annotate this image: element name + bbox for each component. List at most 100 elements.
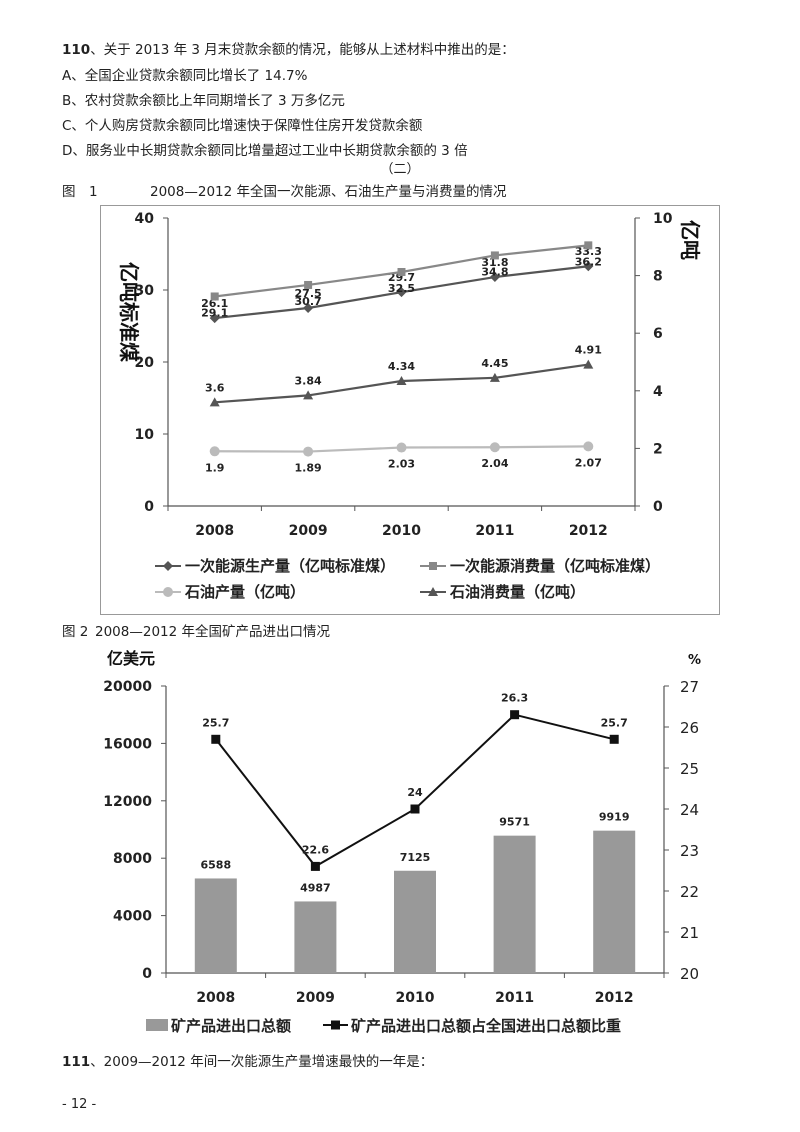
right-tick-label: 25 xyxy=(680,760,699,778)
right-tick-label: 10 xyxy=(653,211,673,227)
right-tick-label: 4 xyxy=(653,384,663,400)
right-tick-label: 27 xyxy=(680,678,699,696)
data-label: 24 xyxy=(407,786,423,799)
bar-label: 4987 xyxy=(300,881,331,894)
legend-entry: 一次能源消费量（亿吨标准煤） xyxy=(450,557,660,575)
left-axis-label: 亿美元 xyxy=(107,649,155,668)
data-point xyxy=(489,272,500,283)
data-label: 2.03 xyxy=(388,458,415,471)
left-tick-label: 20000 xyxy=(103,679,152,695)
data-point xyxy=(211,734,221,744)
q110-number: 110 xyxy=(62,42,91,58)
right-tick-label: 26 xyxy=(680,719,699,737)
data-point xyxy=(410,804,420,814)
data-point xyxy=(584,241,593,250)
legend-entry: 矿产品进出口总额 xyxy=(171,1017,291,1035)
left-tick-label: 20 xyxy=(135,355,155,371)
legend-marker xyxy=(163,561,173,571)
legend-entry: 石油消费量（亿吨） xyxy=(449,583,585,601)
data-label: 22.6 xyxy=(302,843,329,856)
data-label: 36.2 xyxy=(575,255,602,268)
legend-marker xyxy=(163,587,173,597)
q110-option-d: D、服务业中长期贷款余额同比增量超过工业中长期贷款余额的 3 倍 xyxy=(62,143,468,159)
legend-marker xyxy=(428,587,438,596)
legend-marker xyxy=(429,562,437,570)
data-point xyxy=(310,861,320,871)
x-tick-label: 2012 xyxy=(595,990,634,1006)
data-point xyxy=(489,442,500,453)
figure1-frame xyxy=(100,205,720,615)
data-point xyxy=(583,441,594,452)
bar-label: 9571 xyxy=(499,816,530,829)
data-label: 4.45 xyxy=(481,357,508,370)
q111-stem: 111、2009—2012 年间一次能源生产量增速最快的一年是： xyxy=(62,1052,433,1072)
data-point xyxy=(303,446,314,457)
data-point xyxy=(489,372,500,382)
right-axis-label: % xyxy=(688,653,701,668)
data-label: 32.5 xyxy=(388,282,415,295)
data-point xyxy=(583,359,594,369)
right-tick-label: 23 xyxy=(680,842,699,860)
data-label: 27.5 xyxy=(295,287,322,300)
figure2-label: 图 2 xyxy=(62,624,89,640)
figure2-chart: 亿美元 % 0 4000 8000 12000 16000 20000 20 21 22 23 24 25… xyxy=(103,649,701,1035)
right-tick-label: 6 xyxy=(653,326,663,342)
x-tick-label: 2011 xyxy=(495,990,534,1006)
figure1-chart: 0 10 20 30 40 0 2 4 6 8 10 2008 2009 2010 2011 2012 亿吨标准… xyxy=(100,205,720,615)
left-tick-label: 0 xyxy=(142,966,152,982)
right-tick-label: 2 xyxy=(653,441,663,457)
section-label: （二） xyxy=(380,162,420,177)
data-label: 25.7 xyxy=(202,716,229,729)
left-tick-label: 30 xyxy=(135,283,155,299)
data-point xyxy=(209,397,220,407)
bar xyxy=(194,878,237,973)
legend-marker xyxy=(331,1020,340,1030)
legend-entry: 石油产量（亿吨） xyxy=(184,583,305,601)
data-point xyxy=(510,710,520,720)
q110-option-c: C、个人购房贷款余额同比增速快于保障性住房开发贷款余额 xyxy=(62,118,423,134)
page-number: - 12 - xyxy=(62,1097,97,1112)
left-tick-label: 16000 xyxy=(103,736,152,752)
q110-option-b: B、农村贷款余额比上年同期增长了 3 万多亿元 xyxy=(62,93,345,109)
x-tick-label: 2010 xyxy=(396,990,435,1006)
x-tick-label: 2009 xyxy=(289,523,328,539)
bar xyxy=(294,901,337,973)
data-point xyxy=(397,268,406,276)
right-axis-label: 亿吨 xyxy=(678,220,702,260)
data-label: 33.3 xyxy=(575,245,602,258)
left-tick-label: 10 xyxy=(135,427,155,443)
right-tick-label: 8 xyxy=(653,269,663,285)
data-point xyxy=(304,280,313,289)
data-label: 3.6 xyxy=(205,381,225,394)
data-label: 30.7 xyxy=(295,295,322,308)
x-tick-label: 2008 xyxy=(195,523,234,539)
right-tick-label: 0 xyxy=(653,499,663,515)
left-tick-label: 12000 xyxy=(103,794,152,810)
bar-label: 7125 xyxy=(400,851,431,864)
data-label: 29.7 xyxy=(388,271,415,284)
data-point xyxy=(583,261,594,272)
left-axis-label: 亿吨标准煤 xyxy=(117,262,141,362)
left-tick-label: 40 xyxy=(135,211,155,227)
bar-label: 6588 xyxy=(200,858,231,871)
data-label: 1.9 xyxy=(205,461,225,474)
left-tick-label: 8000 xyxy=(113,851,152,867)
data-label: 2.07 xyxy=(575,456,602,469)
data-label: 1.89 xyxy=(295,462,322,475)
q111-number: 111 xyxy=(62,1054,91,1070)
data-label: 4.91 xyxy=(575,344,602,357)
x-tick-label: 2010 xyxy=(382,523,421,539)
right-tick-label: 20 xyxy=(680,965,699,983)
data-point xyxy=(209,446,220,457)
data-point xyxy=(609,734,619,744)
x-tick-label: 2012 xyxy=(569,523,608,539)
left-tick-label: 0 xyxy=(144,499,154,515)
q110-stem: 110、关于 2013 年 3 月末贷款余额的情况，能够从上述材料中推出的是： xyxy=(62,40,515,60)
data-point xyxy=(490,251,499,260)
x-tick-label: 2008 xyxy=(196,990,235,1006)
data-label: 3.84 xyxy=(295,374,322,387)
figure1-title: 2008—2012 年全国一次能源、石油生产量与消费量的情况 xyxy=(150,184,507,200)
data-point xyxy=(303,390,314,400)
figure2-title: 2008—2012 年全国矿产品进出口情况 xyxy=(95,624,331,640)
data-label: 26.1 xyxy=(201,297,228,310)
